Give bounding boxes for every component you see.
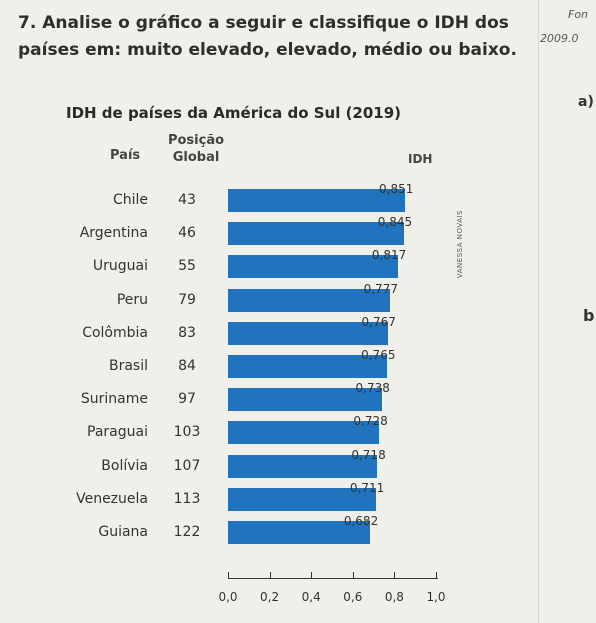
rank-label: 46: [178, 225, 196, 242]
bar: [228, 521, 370, 544]
country-label: Guiana: [98, 524, 148, 540]
rank-label: 83: [178, 324, 196, 341]
bar: [228, 355, 388, 378]
page-edge: [538, 0, 539, 623]
chart-title: IDH de países da América do Sul (2019): [66, 104, 402, 122]
bar: [228, 421, 380, 445]
value-label: 0,711: [349, 480, 385, 495]
header-rank: Posição Global: [167, 133, 225, 165]
value-label: 0,718: [351, 447, 386, 462]
rank-label: 43: [178, 192, 196, 208]
value-label: 0,767: [361, 314, 396, 329]
rank-label: 79: [178, 291, 196, 308]
x-axis: [228, 578, 438, 579]
x-tick-label: 0,8: [384, 590, 404, 604]
bar: [228, 487, 376, 511]
country-label: Chile: [112, 192, 148, 208]
bar: [228, 189, 405, 212]
x-tick: [228, 572, 229, 579]
x-tick: [269, 572, 271, 579]
x-tick: [311, 572, 313, 579]
x-tick-label: 0,0: [218, 590, 238, 604]
side-note-top: Fon: [568, 8, 589, 21]
x-tick: [394, 572, 396, 579]
country-label: Colômbia: [82, 324, 148, 341]
x-tick-label: 0,4: [301, 590, 321, 604]
country-label: Venezuela: [76, 490, 148, 507]
country-label: Bolívia: [101, 457, 148, 474]
value-label: 0,728: [353, 414, 388, 429]
rank-label: 97: [178, 391, 196, 408]
question-body: Analise o gráfico a seguir e classifique…: [18, 13, 517, 60]
bar: [228, 222, 404, 246]
bar: [228, 288, 390, 312]
rank-label: 103: [173, 424, 201, 441]
value-label: 0,817: [371, 248, 407, 263]
value-label: 0,738: [355, 381, 390, 396]
side-note-year: 2009.0: [540, 32, 579, 45]
value-label: 0,765: [361, 348, 396, 362]
bar: [228, 255, 398, 279]
x-tick-label: 1,0: [426, 590, 446, 604]
question-number: 7.: [18, 13, 37, 33]
x-tick-label: 0,6: [343, 590, 363, 604]
value-label: 0,851: [379, 182, 414, 196]
x-tick: [352, 572, 354, 579]
value-label: 0,845: [377, 215, 413, 230]
rank-label: 55: [178, 258, 196, 275]
rank-label: 84: [178, 358, 196, 374]
rank-label: 113: [173, 490, 201, 507]
side-item-b: b: [583, 306, 595, 325]
bar: [228, 388, 382, 412]
x-tick: [436, 572, 437, 579]
country-label: Suriname: [80, 391, 148, 408]
country-label: Paraguai: [87, 424, 148, 441]
bar: [228, 321, 388, 345]
value-label: 0,682: [343, 514, 379, 528]
header-idh: IDH: [408, 152, 433, 166]
rank-label: 107: [173, 457, 201, 474]
question-text: 7. Analise o gráfico a seguir e classifi…: [18, 10, 538, 64]
image-credit: VANESSA NOVAIS: [456, 210, 464, 279]
x-tick-label: 0,2: [260, 590, 280, 604]
country-label: Brasil: [108, 358, 148, 374]
country-label: Peru: [116, 291, 148, 308]
country-label: Uruguai: [92, 258, 148, 275]
country-label: Argentina: [79, 225, 148, 242]
header-country: País: [110, 148, 141, 163]
bar: [228, 454, 378, 478]
side-item-a: a): [578, 94, 594, 110]
rank-label: 122: [173, 524, 201, 540]
value-label: 0,777: [363, 281, 398, 296]
